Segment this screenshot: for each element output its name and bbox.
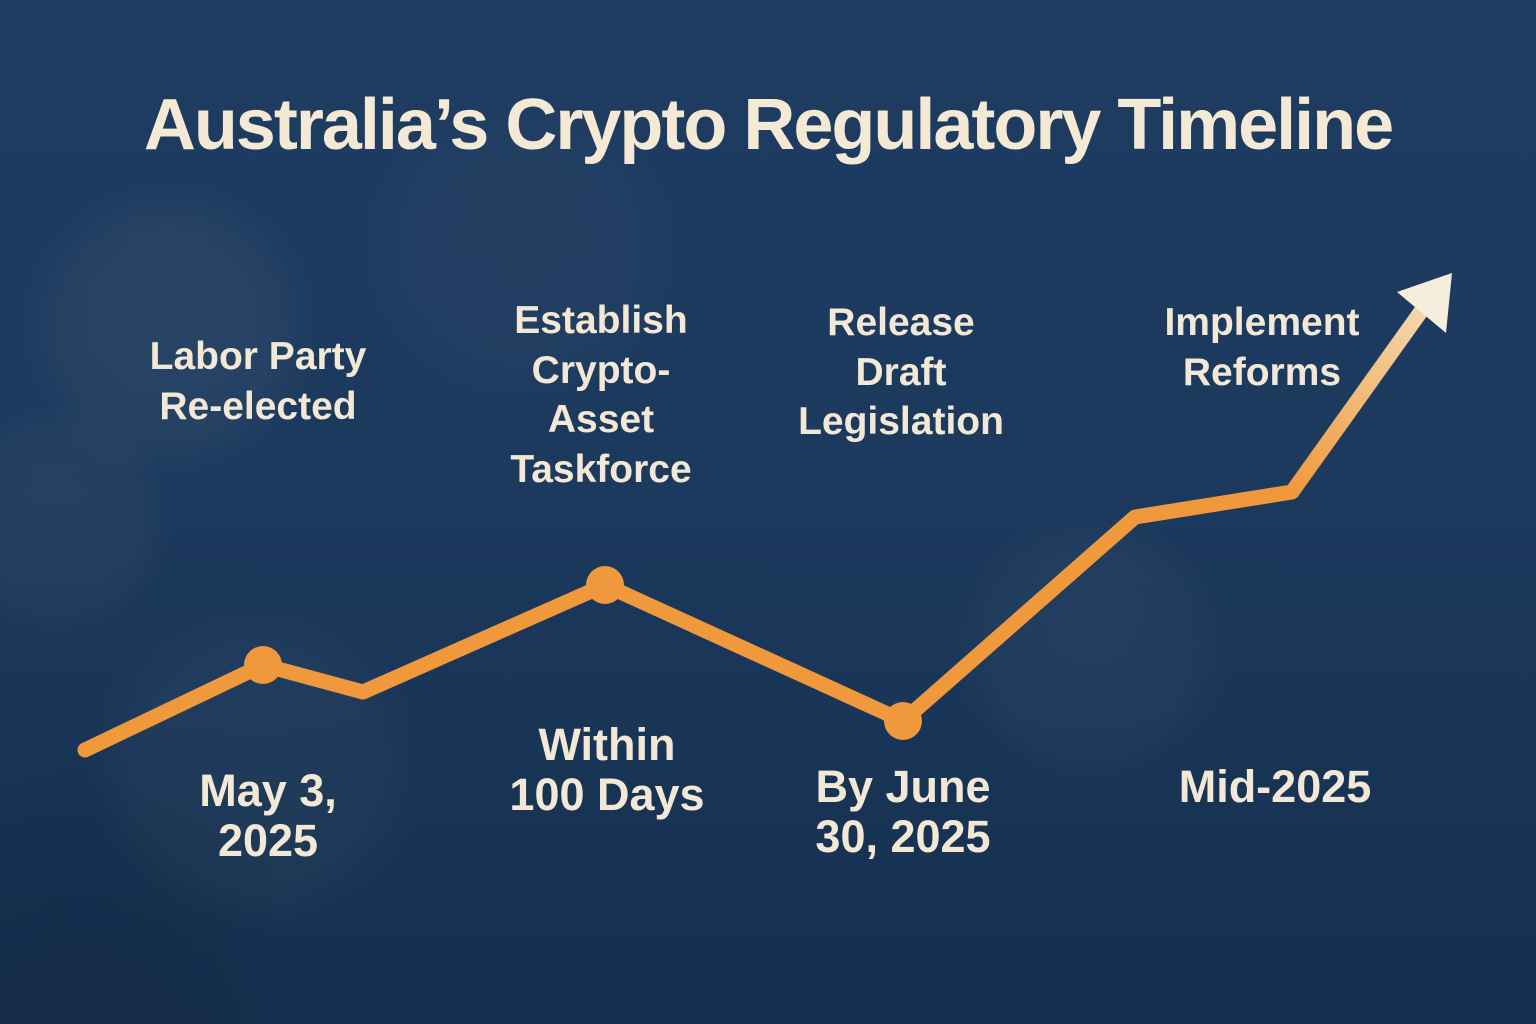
- milestone-dot: [586, 566, 624, 604]
- label-line: 30, 2025: [815, 811, 991, 863]
- label-line: 2025: [217, 815, 319, 867]
- milestone-date-label: By June 30, 2025: [815, 761, 991, 863]
- trend-arrow-icon: [1397, 273, 1452, 333]
- milestone-event-label: Implement Reforms: [1164, 298, 1359, 397]
- label-line: May 3,: [199, 765, 337, 816]
- milestone-event-label: Establish Crypto- Asset Taskforce: [510, 296, 691, 494]
- milestone-event-label: Release Draft Legislation: [798, 298, 1004, 447]
- milestone-dot: [244, 646, 282, 684]
- label-line: Asset: [547, 398, 655, 442]
- label-line: Within: [538, 719, 676, 770]
- timeline-title: Australia’s Crypto Regulatory Timeline: [143, 85, 1394, 165]
- label-line: Implement: [1164, 301, 1360, 344]
- label-line: 100 Days: [509, 769, 705, 821]
- label-line: Establish: [514, 299, 688, 342]
- label-line: Labor Party: [149, 335, 367, 378]
- milestone-date-label: Within 100 Days: [509, 719, 705, 821]
- label-line: Taskforce: [510, 447, 692, 491]
- milestone-dots: [244, 566, 922, 740]
- label-line: By June: [815, 761, 991, 812]
- label-line: Legislation: [798, 400, 1004, 444]
- milestone-date-label: May 3, 2025: [199, 765, 337, 867]
- label-line: Release: [827, 301, 975, 344]
- label-line: Reforms: [1182, 350, 1342, 394]
- label-line: Mid-2025: [1178, 761, 1372, 812]
- label-line: Re-elected: [159, 384, 357, 428]
- milestone-event-label: Labor Party Re-elected: [150, 332, 367, 431]
- milestone-date-label: Mid-2025: [1178, 761, 1372, 812]
- label-line: Draft: [855, 350, 947, 394]
- milestone-dot: [884, 702, 922, 740]
- label-line: Crypto-: [531, 348, 671, 392]
